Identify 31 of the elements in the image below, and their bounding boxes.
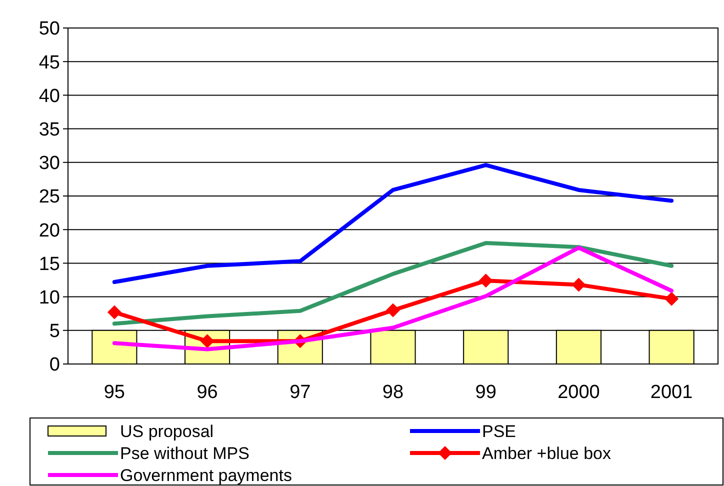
line-series xyxy=(112,246,674,352)
line-series xyxy=(112,163,674,284)
y-tick-label: 25 xyxy=(38,186,60,208)
legend-label: Pse without MPS xyxy=(120,444,250,463)
x-tick-label: 2000 xyxy=(558,382,600,403)
x-tick-label: 99 xyxy=(475,382,496,403)
legend-label: Government payments xyxy=(120,466,292,485)
y-tick-label: 20 xyxy=(38,220,60,242)
legend-label: Amber +blue box xyxy=(482,444,612,463)
point xyxy=(478,274,493,288)
point xyxy=(386,303,400,318)
y-tick-label: 35 xyxy=(38,119,60,140)
y-tick-label: 10 xyxy=(38,287,60,308)
x-tick-label: 2001 xyxy=(650,382,693,403)
x-tick-label: 98 xyxy=(382,382,404,403)
legend-label: US proposal xyxy=(120,422,214,441)
y-tick-label: 15 xyxy=(38,254,60,275)
y-tick-label: 45 xyxy=(38,52,60,74)
x-tick-label: 95 xyxy=(104,382,125,403)
point xyxy=(664,292,679,306)
y-tick-label: 0 xyxy=(49,354,60,376)
line-series xyxy=(112,241,674,326)
y-tick-label: 50 xyxy=(38,18,60,40)
y-tick-label: 40 xyxy=(38,86,60,107)
point xyxy=(107,305,122,320)
legend-label: PSE xyxy=(482,422,516,441)
y-tick-label: 30 xyxy=(38,153,60,174)
x-tick-label: 97 xyxy=(290,382,311,403)
y-tick-label: 5 xyxy=(49,321,60,342)
x-tick-label: 96 xyxy=(196,382,218,403)
point xyxy=(572,278,586,292)
